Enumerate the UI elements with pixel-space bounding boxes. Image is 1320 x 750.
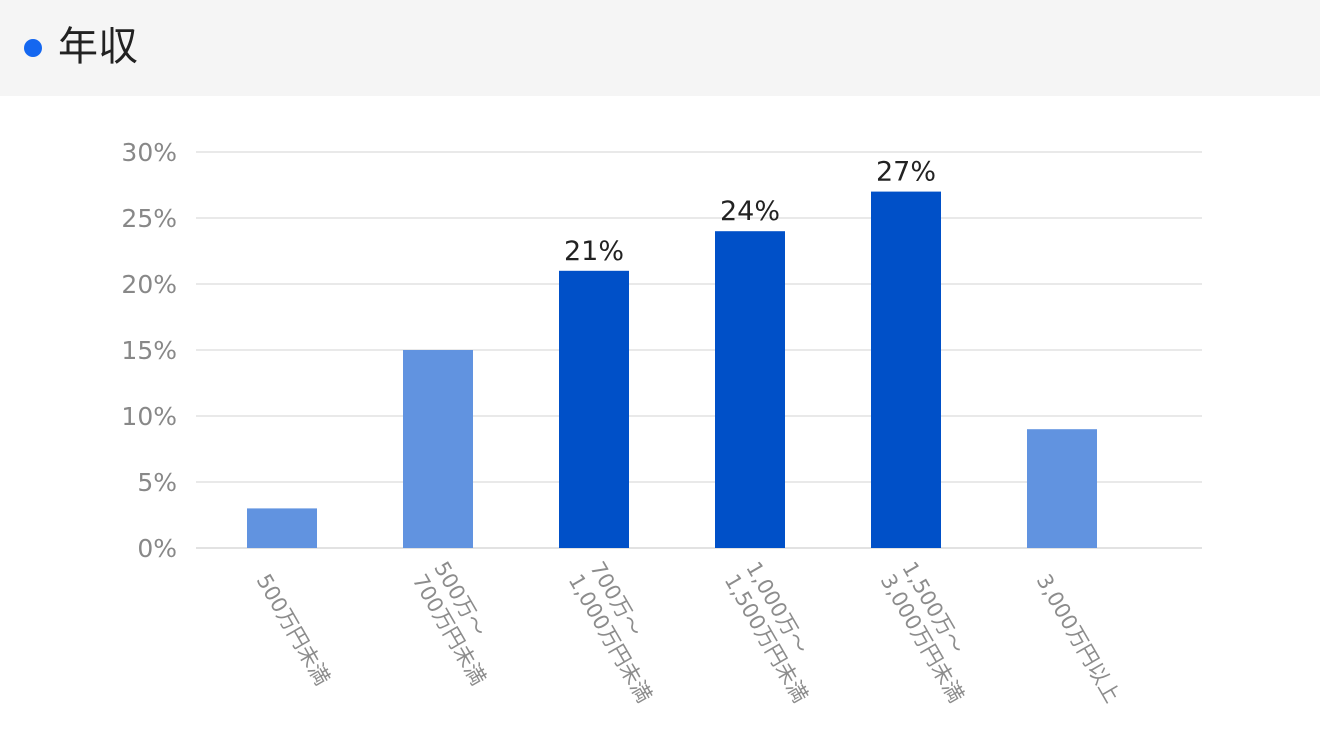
- data-label: 21%: [564, 236, 624, 267]
- y-tick-label: 10%: [121, 402, 177, 431]
- y-tick-label: 30%: [121, 138, 177, 167]
- bar: [403, 350, 473, 548]
- bar: [247, 508, 317, 548]
- y-tick-label: 20%: [121, 270, 177, 299]
- x-tick-label: 500万～700万円未満: [408, 558, 491, 690]
- data-label: 24%: [720, 196, 780, 227]
- x-tick-label-line: 500万円未満: [252, 570, 335, 689]
- data-label: 27%: [876, 157, 936, 188]
- x-tick-label-line: 3,000万円以上: [1032, 570, 1125, 707]
- header: 年収: [0, 0, 1320, 96]
- x-tick-label: 700万～1,000万円未満: [564, 558, 657, 707]
- x-tick-label: 500万円未満: [252, 570, 335, 689]
- y-tick-label: 15%: [121, 336, 177, 365]
- y-tick-label: 25%: [121, 204, 177, 233]
- bar: [871, 191, 941, 548]
- x-tick-label: 1,500万～3,000万円未満: [876, 558, 969, 707]
- y-axis-ticks: 0% 5% 10% 15% 20% 25% 30%: [121, 138, 177, 563]
- data-labels: 21% 24% 27%: [564, 157, 936, 267]
- bullet-dot-icon: [24, 39, 42, 57]
- x-tick-label: 1,000万～1,500万円未満: [720, 558, 813, 707]
- bar: [1027, 429, 1097, 548]
- page-title: 年収: [58, 24, 138, 70]
- x-axis-ticks: 500万円未満 500万～700万円未満 700万～1,000万円未満 1,000万～…: [252, 558, 1125, 707]
- x-tick-label: 3,000万円以上: [1032, 570, 1125, 707]
- bar: [559, 270, 629, 548]
- y-tick-label: 0%: [137, 534, 177, 563]
- bar-chart: 0%5%10%15%20%25%30% 21%24%27% 500万円未満 500…: [121, 138, 1202, 707]
- y-tick-label: 5%: [137, 468, 177, 497]
- bars: [247, 191, 1097, 548]
- bar: [715, 231, 785, 548]
